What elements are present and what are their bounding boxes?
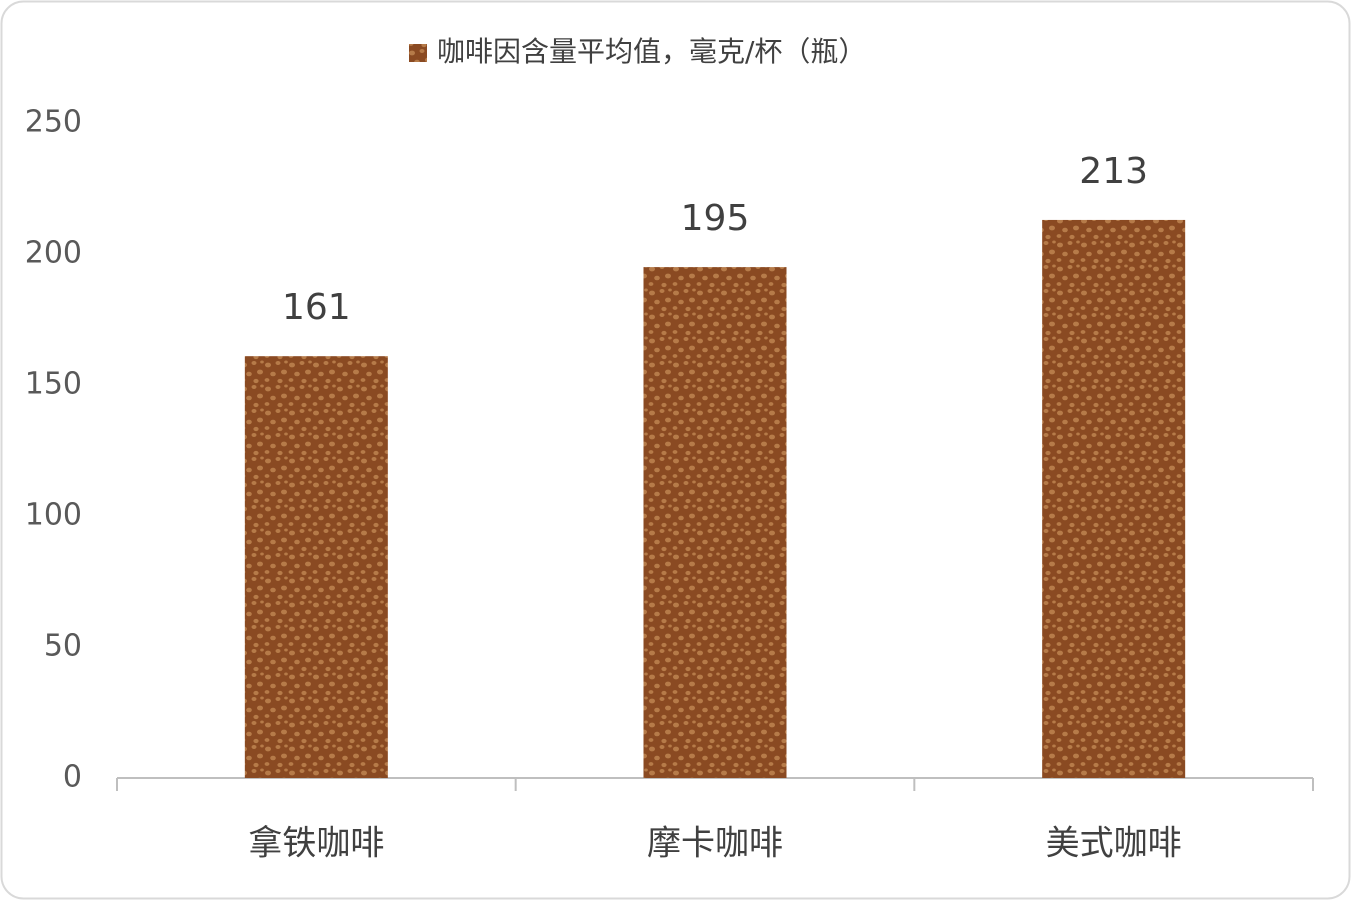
bar (643, 267, 787, 778)
y-tick-label: 50 (44, 629, 82, 664)
data-label: 213 (1079, 151, 1148, 192)
bar (244, 356, 388, 778)
y-tick-label: 200 (25, 236, 82, 271)
y-tick-label: 100 (25, 498, 82, 533)
bar (1042, 219, 1186, 778)
x-tick-label: 拿铁咖啡 (248, 824, 384, 864)
legend-swatch (409, 44, 427, 62)
data-label: 195 (681, 198, 750, 239)
x-tick-label: 摩卡咖啡 (647, 824, 783, 864)
y-tick-label: 0 (63, 760, 82, 795)
x-tick-label: 美式咖啡 (1046, 824, 1182, 864)
y-tick-label: 250 (25, 105, 82, 140)
y-tick-label: 150 (25, 367, 82, 402)
data-label: 161 (282, 287, 351, 328)
legend-label: 咖啡因含量平均值，毫克/杯（瓶） (437, 35, 866, 68)
